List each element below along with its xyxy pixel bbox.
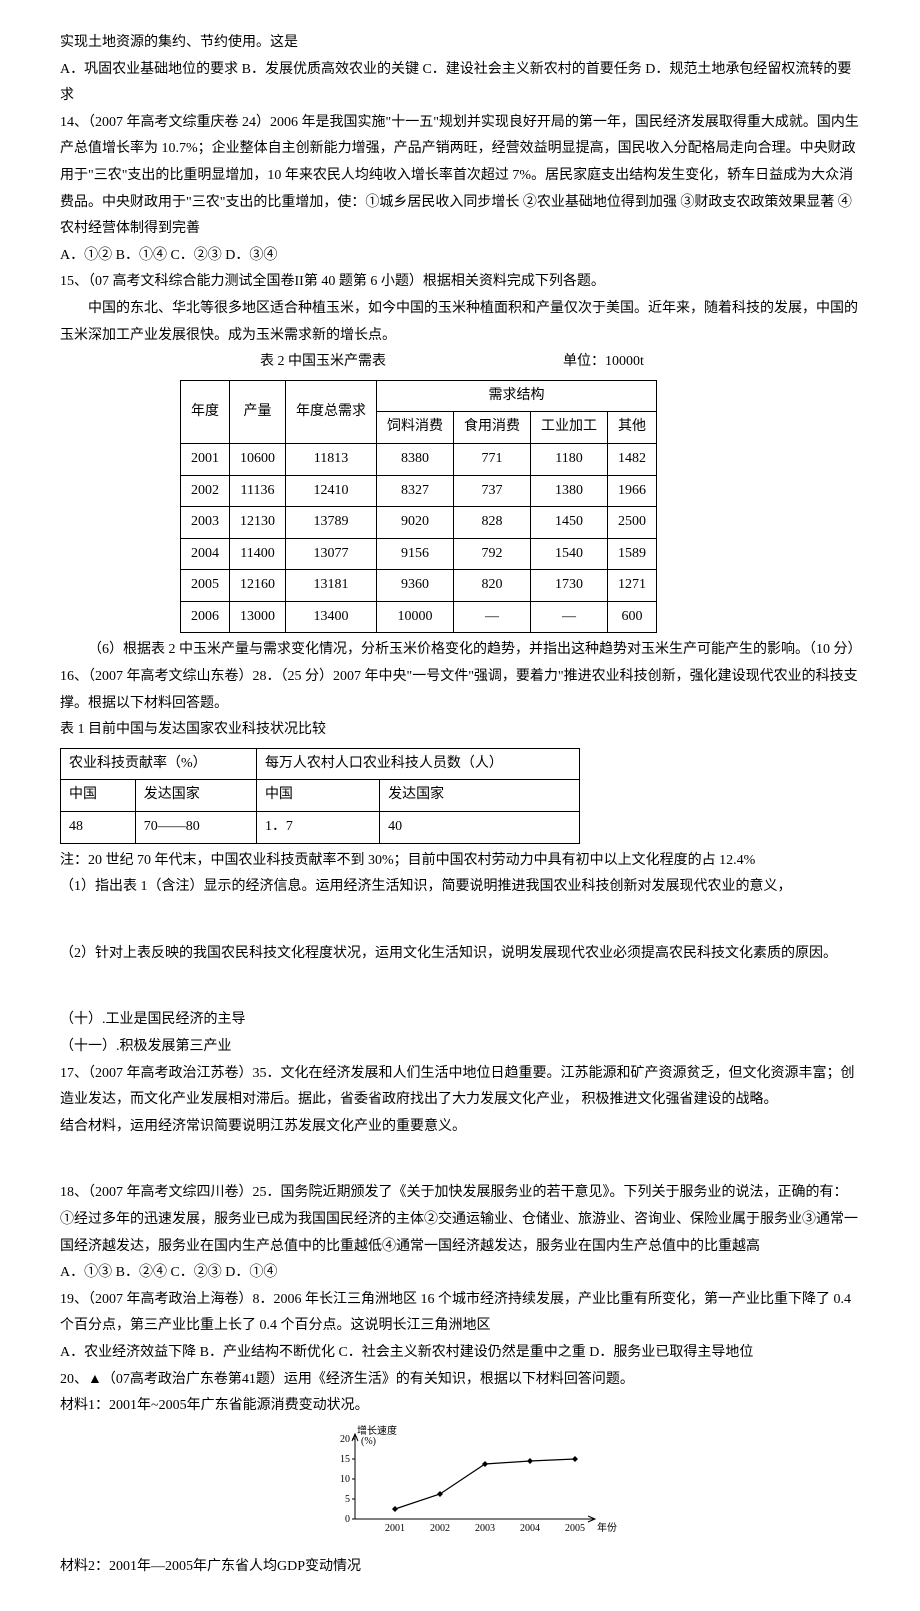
para-q14: 14、（2007 年高考文综重庆卷 24）2006 年是我国实施"十一五"规划并… (60, 110, 860, 243)
para-q15-6: （6）根据表 2 中玉米产量与需求变化情况，分析玉米价格变化的趋势，并指出这种趋… (60, 637, 860, 664)
th-demand-struct: 需求结构 (377, 380, 657, 412)
th-feed: 饲料消费 (377, 412, 454, 444)
t2-c: 1．7 (256, 812, 379, 844)
table1-caption-right: 单位：10000t (563, 354, 644, 369)
t2-c: 中国 (256, 780, 379, 812)
svg-text:2004: 2004 (520, 1523, 540, 1534)
t2-c: 48 (61, 812, 136, 844)
para-q18-options: A．①③ B．②④ C．②③ D．①④ (60, 1260, 860, 1287)
t2-c: 70——80 (135, 812, 256, 844)
para-q19-options: A．农业经济效益下降 B．产业结构不断优化 C．社会主义新农村建设仍然是重中之重… (60, 1340, 860, 1367)
svg-text:年份: 年份 (597, 1521, 617, 1534)
para-q16-2: （2）针对上表反映的我国农民科技文化程度状况，运用文化生活知识，说明发展现代农业… (60, 941, 860, 968)
para-material2: 材料2：2001年—2005年广东省人均GDP变动情况 (60, 1554, 860, 1581)
para-q20: 20、▲（07高考政治广东卷第41题）运用《经济生活》的有关知识，根据以下材料回… (60, 1367, 860, 1394)
section-11: （十一）.积极发展第三产业 (60, 1034, 860, 1061)
para-q19: 19、（2007 年高考政治上海卷）8．2006 年长江三角洲地区 16 个城市… (60, 1287, 860, 1340)
svg-text:2002: 2002 (430, 1523, 450, 1534)
table-row: 20021113612410832773713801966 (181, 475, 657, 507)
svg-text:0: 0 (345, 1514, 350, 1525)
svg-text:2001: 2001 (385, 1523, 405, 1534)
th-food: 食用消费 (454, 412, 531, 444)
table-row: 20051216013181936082017301271 (181, 570, 657, 602)
th-industry: 工业加工 (531, 412, 608, 444)
para-q16-1: （1）指出表 1（含注）显示的经济信息。运用经济生活知识，简要说明推进我国农业科… (60, 874, 860, 901)
t2-h2: 每万人农村人口农业科技人员数（人） (256, 748, 579, 780)
t2-h1: 农业科技贡献率（%） (61, 748, 257, 780)
t2-c: 中国 (61, 780, 136, 812)
t2-c: 发达国家 (380, 780, 580, 812)
t2-c: 40 (380, 812, 580, 844)
para-q17-task: 结合材料，运用经济常识简要说明江苏发展文化产业的重要意义。 (60, 1114, 860, 1141)
para-q17: 17、（2007 年高考政治江苏卷）35．文化在经济发展和人们生活中地位日趋重要… (60, 1061, 860, 1114)
th-other: 其他 (608, 412, 657, 444)
svg-text:2005: 2005 (565, 1523, 585, 1534)
para-q18: 18、（2007 年高考文综四川卷）25．国务院近期颁发了《关于加快发展服务业的… (60, 1180, 860, 1260)
svg-text:2003: 2003 (475, 1523, 495, 1534)
table2-caption: 表 1 目前中国与发达国家农业科技状况比较 (60, 717, 860, 744)
th-year: 年度 (181, 380, 230, 443)
table-row: 20031213013789902082814502500 (181, 507, 657, 539)
chart-svg: 增长速度(%)0510152020012002200320042005年份 (320, 1424, 620, 1544)
para-q16: 16、（2007 年高考文综山东卷）28．（25 分）2007 年中央"一号文件… (60, 664, 860, 717)
table1-caption-left: 表 2 中国玉米产需表 (260, 354, 386, 369)
para-options-13: A．巩固农业基础地位的要求 B．发展优质高效农业的关键 C．建设社会主义新农村的… (60, 57, 860, 110)
table-row: 20041140013077915679215401589 (181, 538, 657, 570)
para-q15-body: 中国的东北、华北等很多地区适合种植玉米，如今中国的玉米种植面积和产量仅次于美国。… (60, 296, 860, 349)
table-agri-tech: 农业科技贡献率（%） 每万人农村人口农业科技人员数（人） 中国 发达国家 中国 … (60, 748, 580, 844)
para-q15: 15、（07 高考文科综合能力测试全国卷II第 40 题第 6 小题）根据相关资… (60, 269, 860, 296)
table2-note: 注：20 世纪 70 年代末，中国农业科技贡献率不到 30%；目前中国农村劳动力… (60, 848, 860, 875)
svg-text:15: 15 (340, 1454, 350, 1465)
table-row: 20011060011813838077111801482 (181, 443, 657, 475)
para-material1: 材料1：2001年~2005年广东省能源消费变动状况。 (60, 1393, 860, 1420)
svg-text:(%): (%) (361, 1436, 376, 1447)
t2-c: 发达国家 (135, 780, 256, 812)
section-10: （十）.工业是国民经济的主导 (60, 1007, 860, 1034)
table-row: 2006130001340010000——600 (181, 601, 657, 633)
energy-chart: 增长速度(%)0510152020012002200320042005年份 (320, 1424, 860, 1555)
para-q14-options: A．①② B．①④ C．②③ D．③④ (60, 243, 860, 270)
svg-text:20: 20 (340, 1434, 350, 1445)
svg-text:10: 10 (340, 1474, 350, 1485)
table-corn: 年度 产量 年度总需求 需求结构 饲料消费 食用消费 工业加工 其他 20011… (180, 380, 657, 634)
para-intro: 实现土地资源的集约、节约使用。这是 (60, 30, 860, 57)
table1-caption: 表 2 中国玉米产需表 单位：10000t (260, 349, 860, 376)
th-total-demand: 年度总需求 (286, 380, 377, 443)
svg-text:5: 5 (345, 1494, 350, 1505)
th-output: 产量 (230, 380, 286, 443)
